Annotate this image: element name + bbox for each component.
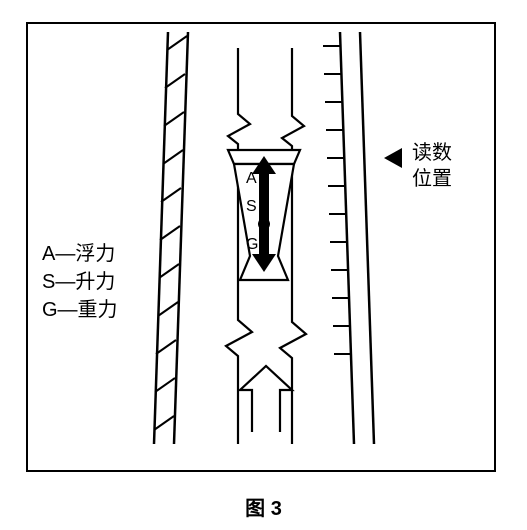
legend-block: A—浮力 S—升力 G—重力	[42, 240, 118, 324]
arrow-shaft-icon	[259, 174, 269, 254]
float-label-a: A	[246, 170, 257, 188]
inlet-flow-arrow	[240, 366, 292, 432]
scale-ticks	[323, 46, 352, 354]
float-label-s: S	[246, 198, 257, 216]
reading-line2: 位置	[412, 166, 452, 192]
reading-line1: 读数	[412, 140, 452, 166]
float-label-g: G	[246, 236, 258, 254]
legend-item-a: A—浮力	[42, 240, 118, 268]
legend-item-g: G—重力	[42, 296, 118, 324]
reading-pointer-icon	[384, 148, 402, 168]
center-dot-icon	[258, 218, 270, 230]
figure-caption: 图 3	[0, 492, 527, 521]
legend-item-s: S—升力	[42, 268, 118, 296]
reading-position-label: 读数 位置	[412, 140, 452, 192]
